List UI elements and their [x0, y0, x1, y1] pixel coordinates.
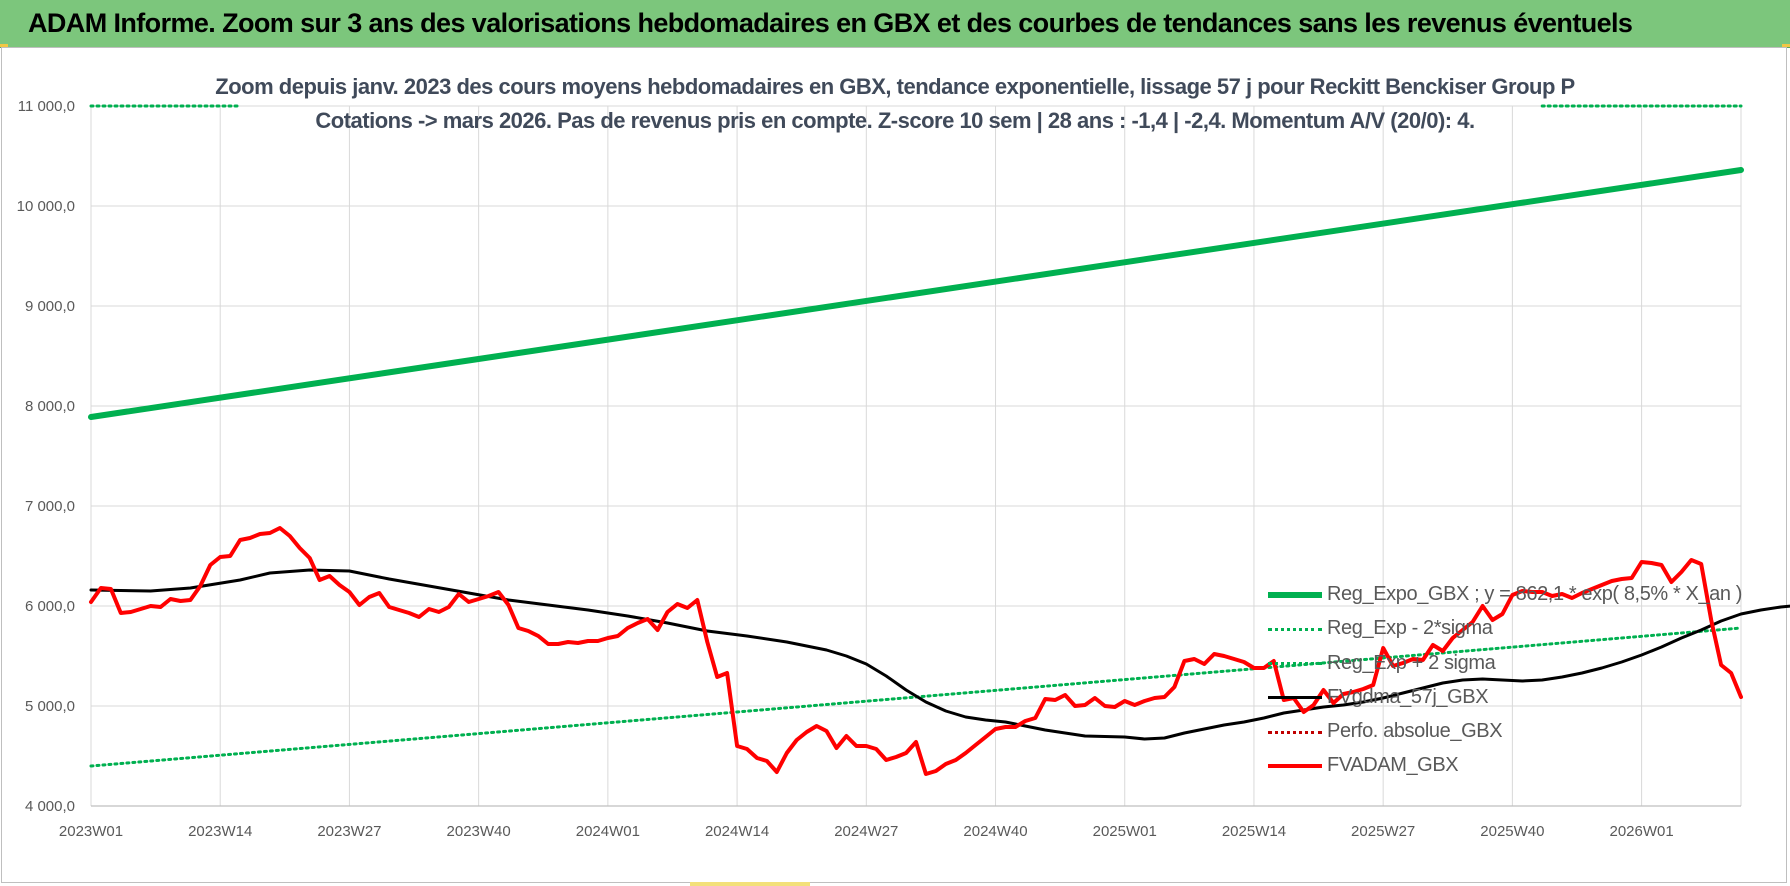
y-tick-labels: 4 000,0 5 000,0 6 000,0 7 000,0 8 000,0 9 000…: [17, 98, 75, 815]
series-line-0: [88, 167, 1744, 420]
legend-swatch: [1268, 764, 1322, 769]
chart-frame: [1, 47, 1787, 883]
legend-item: Reg_Exp + 2 sigma: [1268, 649, 1748, 683]
legend-swatch: [1268, 696, 1322, 700]
legend-swatch: [1268, 627, 1322, 631]
y-tick-label: 7 000,0: [25, 498, 75, 515]
y-tick-label: 11 000,0: [18, 98, 75, 115]
x-tick-label: 2025W01: [1093, 823, 1157, 840]
legend-swatch: [1268, 592, 1322, 598]
x-tick-label: 2025W14: [1222, 823, 1286, 840]
legend-label: FVgdma_57j_GBX: [1327, 685, 1489, 708]
legend-label: Reg_Exp - 2*sigma: [1327, 617, 1493, 640]
y-tick-label: 4 000,0: [25, 798, 75, 815]
x-tick-label: 2023W14: [188, 823, 252, 840]
chart-subtitle: Cotations -> mars 2026. Pas de revenus p…: [315, 108, 1475, 133]
y-tick-label: 10 000,0: [17, 198, 75, 215]
x-tick-label: 2026W01: [1609, 823, 1673, 840]
x-tick-label: 2024W01: [576, 823, 640, 840]
series-line-5: [89, 526, 1743, 776]
x-tick-label: 2024W14: [705, 823, 769, 840]
x-tick-label: 2025W40: [1480, 823, 1544, 840]
legend-label: Perfo. absolue_GBX: [1327, 720, 1503, 743]
grid-lines: [90, 105, 1742, 807]
legend-item: FVgdma_57j_GBX: [1268, 683, 1748, 717]
legend-item: Reg_Expo_GBX ; y = 862,1 * exp( 8,5% * X…: [1268, 580, 1748, 614]
legend-item: FVADAM_GBX: [1268, 751, 1748, 785]
legend-item: Perfo. absolue_GBX: [1268, 717, 1748, 751]
x-tick-label: 2023W01: [59, 823, 123, 840]
legend-label: Reg_Expo_GBX ; y = 862,1 * exp( 8,5% * X…: [1327, 583, 1743, 605]
series-line-3: [89, 568, 1790, 741]
series-lines: [88, 104, 1790, 776]
legend: Reg_Expo_GBX ; y = 862,1 * exp( 8,5% * X…: [1268, 580, 1748, 786]
banner-title: ADAM Informe. Zoom sur 3 ans des valoris…: [28, 8, 1633, 38]
x-tick-label: 2025W27: [1351, 823, 1415, 840]
y-tick-label: 9 000,0: [25, 298, 75, 315]
legend-label: FVADAM_GBX: [1327, 754, 1459, 777]
legend-label: Reg_Exp + 2 sigma: [1327, 651, 1496, 674]
chart-title: Zoom depuis janv. 2023 des cours moyens …: [215, 74, 1575, 99]
title-banner: ADAM Informe. Zoom sur 3 ans des valoris…: [0, 0, 1790, 48]
legend-swatch: [1268, 662, 1322, 666]
x-tick-label: 2024W40: [963, 823, 1027, 840]
bottom-marker: [690, 882, 810, 886]
x-tick-label: 2024W27: [834, 823, 898, 840]
corner-mark-right: [1782, 44, 1790, 47]
x-tick-label: 2023W27: [317, 823, 381, 840]
x-tick-label: 2023W40: [447, 823, 511, 840]
y-tick-label: 8 000,0: [25, 398, 75, 415]
x-tick-labels: 2023W01 2023W14 2023W27 2023W40 2024W01 2024W…: [59, 823, 1674, 840]
legend-item: Reg_Exp - 2*sigma: [1268, 614, 1748, 648]
y-tick-label: 6 000,0: [25, 598, 75, 615]
corner-mark-left: [0, 44, 8, 47]
legend-swatch: [1268, 730, 1322, 734]
y-tick-label: 5 000,0: [25, 698, 75, 715]
